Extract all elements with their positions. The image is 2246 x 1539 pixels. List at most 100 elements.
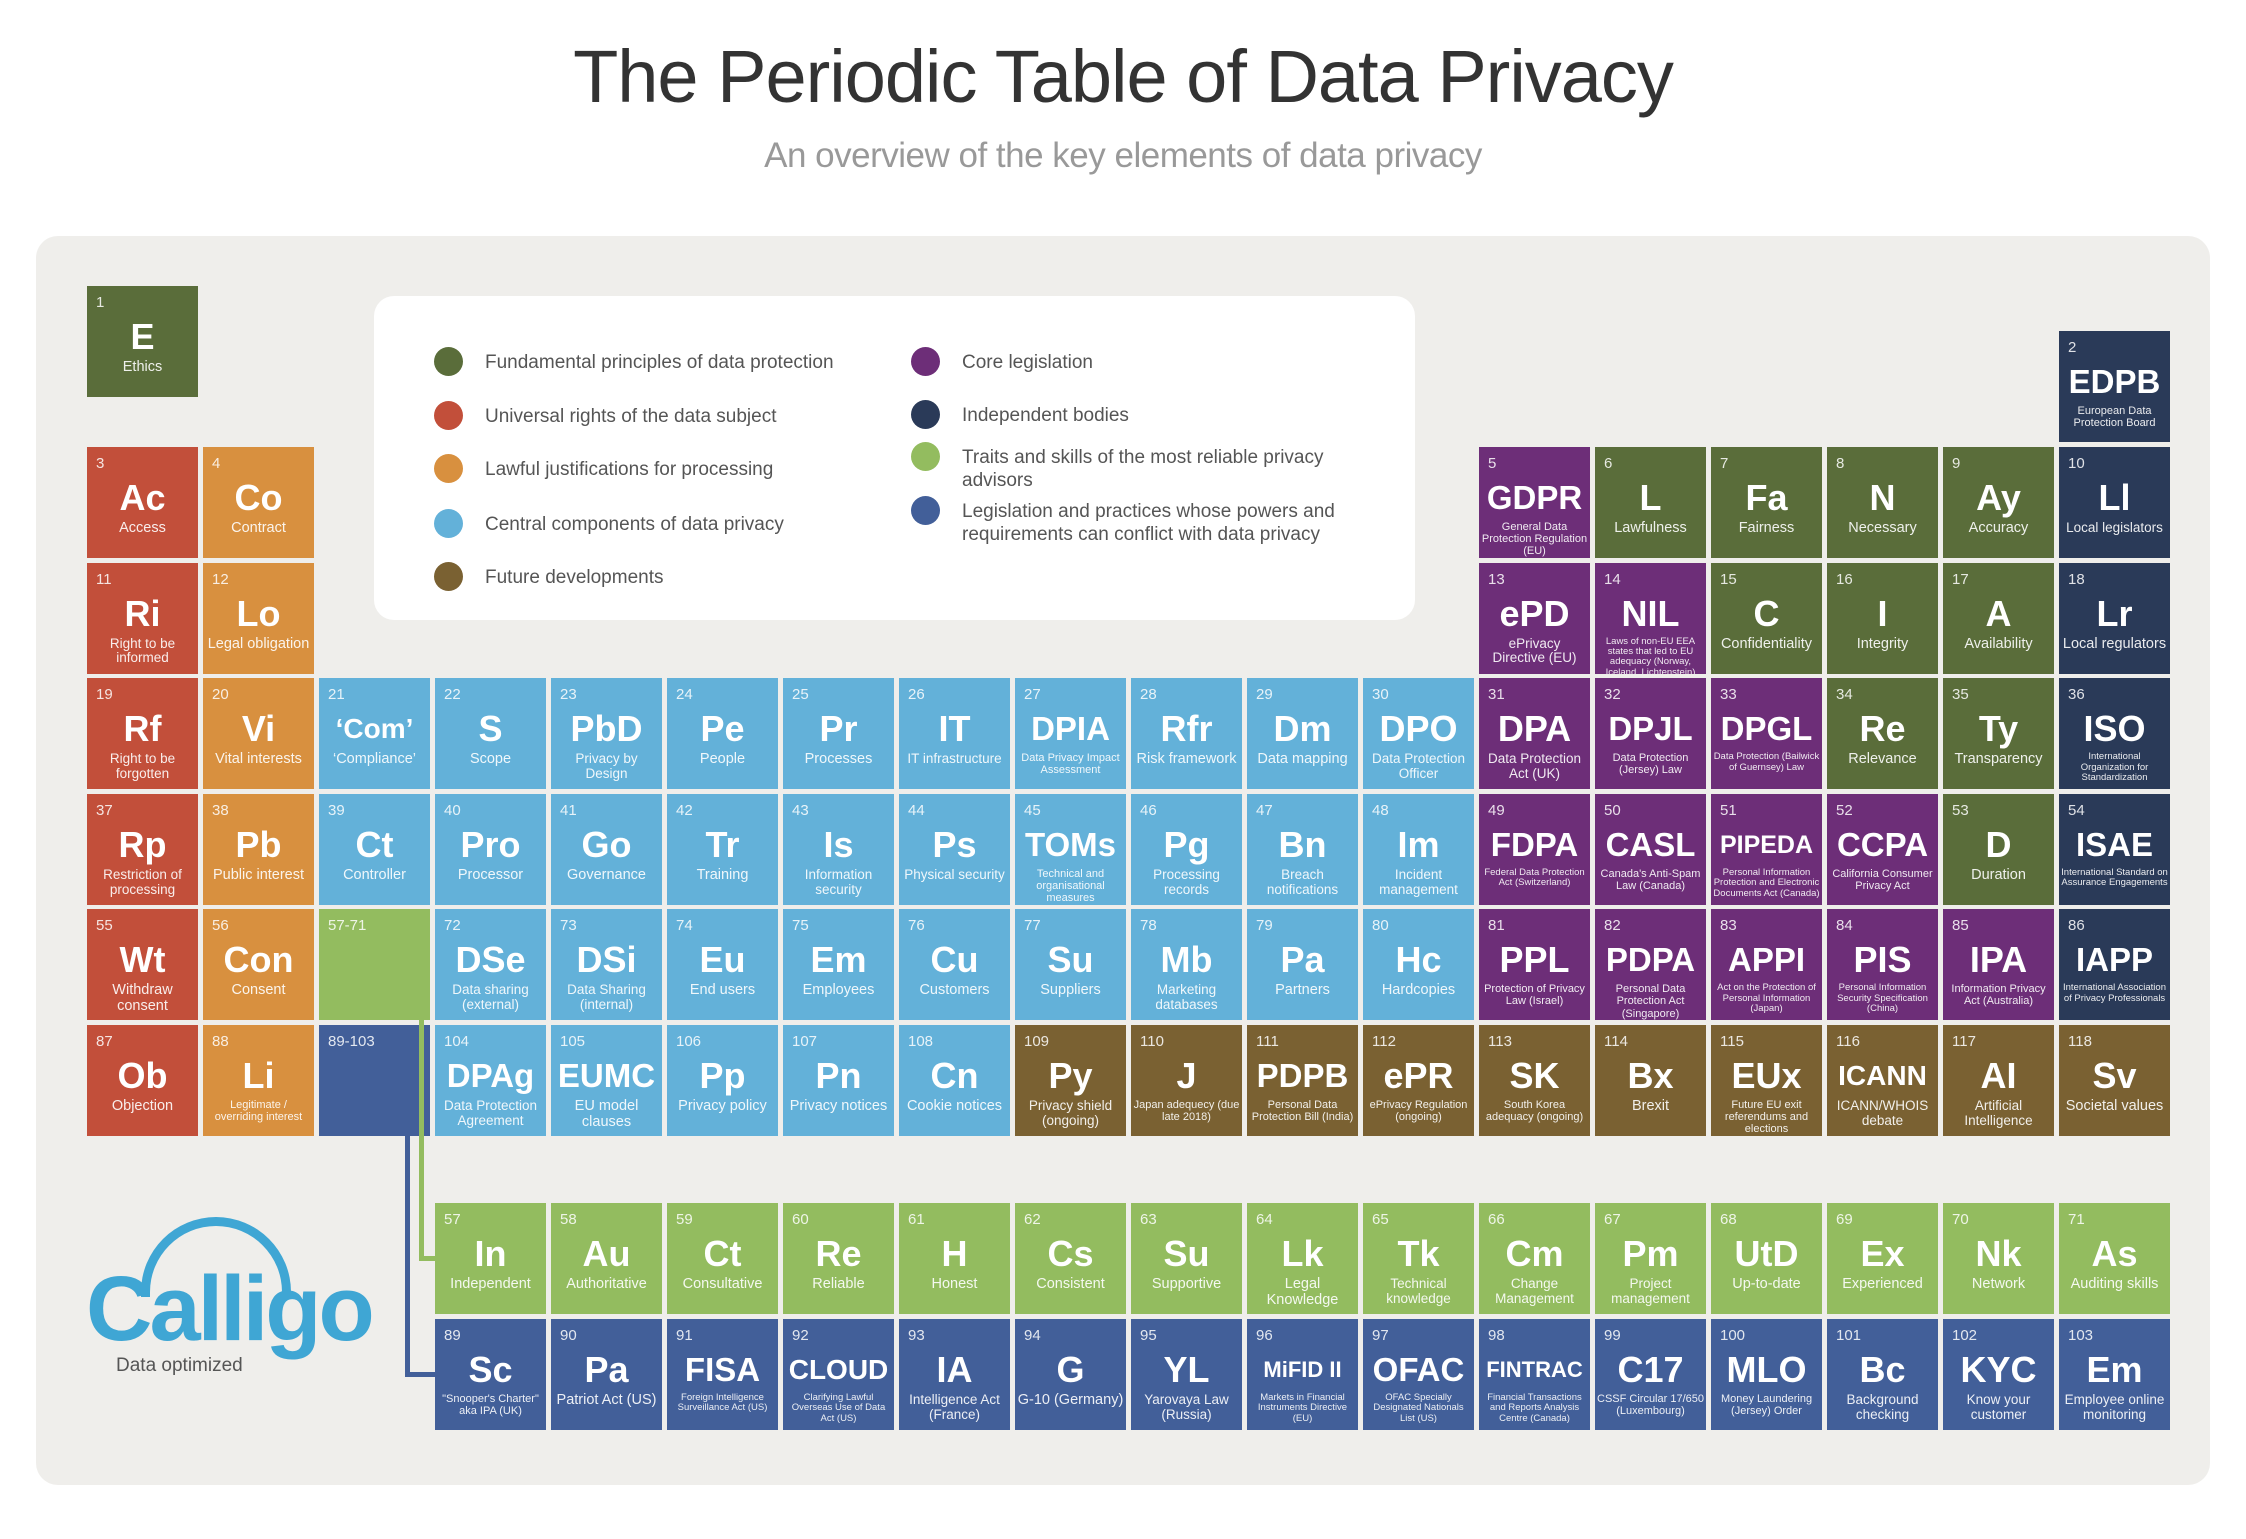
element-66[interactable]: 66 Cm Change Management	[1479, 1203, 1590, 1314]
element-16[interactable]: 16 I Integrity	[1827, 562, 1938, 674]
element-45[interactable]: 45 TOMs Technical and organisational measu…	[1015, 793, 1126, 905]
element-69[interactable]: 69 Ex Experienced	[1827, 1203, 1938, 1314]
element-71[interactable]: 71 As Auditing skills	[2059, 1203, 2170, 1314]
element-35[interactable]: 35 Ty Transparency	[1943, 678, 2054, 790]
element-2[interactable]: 2 EDPB European Data Protection Board	[2059, 331, 2170, 442]
element-65[interactable]: 65 Tk Technical knowledge	[1363, 1203, 1474, 1314]
element-46[interactable]: 46 Pg Processing records	[1131, 793, 1242, 905]
element-113[interactable]: 113 SK South Korea adequacy (ongoing)	[1479, 1025, 1590, 1136]
element-91[interactable]: 91 FISA Foreign Intelligence Surveillance …	[667, 1319, 778, 1430]
element-90[interactable]: 90 Pa Patriot Act (US)	[551, 1319, 662, 1430]
element-105[interactable]: 105 EUMC EU model clauses	[551, 1025, 662, 1136]
element-106[interactable]: 106 Pp Privacy policy	[667, 1025, 778, 1136]
element-17[interactable]: 17 A Availability	[1943, 562, 2054, 674]
element-117[interactable]: 117 AI Artificial Intelligence	[1943, 1025, 2054, 1136]
element-109[interactable]: 109 Py Privacy shield (ongoing)	[1015, 1025, 1126, 1136]
element-102[interactable]: 102 KYC Know your customer	[1943, 1319, 2054, 1430]
element-82[interactable]: 82 PDPA Personal Data Protection Act (Sing…	[1595, 909, 1706, 1021]
element-64[interactable]: 64 Lk Legal Knowledge	[1247, 1203, 1358, 1314]
element-50[interactable]: 50 CASL Canada's Anti-Spam Law (Canada)	[1595, 793, 1706, 905]
element-73[interactable]: 73 DSi Data Sharing (internal)	[551, 909, 662, 1021]
element-56[interactable]: 56 Con Consent	[203, 909, 314, 1021]
element-20[interactable]: 20 Vi Vital interests	[203, 678, 314, 790]
element-92[interactable]: 92 CLOUD Clarifying Lawful Overseas Use of…	[783, 1319, 894, 1430]
element-80[interactable]: 80 Hc Hardcopies	[1363, 909, 1474, 1021]
element-48[interactable]: 48 Im Incident management	[1363, 793, 1474, 905]
element-6[interactable]: 6 L Lawfulness	[1595, 447, 1706, 558]
element-47[interactable]: 47 Bn Breach notifications	[1247, 793, 1358, 905]
element-21[interactable]: 21 ‘Com’ ‘Compliance’	[319, 678, 430, 790]
element-60[interactable]: 60 Re Reliable	[783, 1203, 894, 1314]
element-33[interactable]: 33 DPGL Data Protection (Bailwick of Guern…	[1711, 678, 1822, 790]
element-55[interactable]: 55 Wt Withdraw consent	[87, 909, 198, 1021]
element-8[interactable]: 8 N Necessary	[1827, 447, 1938, 558]
element-116[interactable]: 116 ICANN ICANN/WHOIS debate	[1827, 1025, 1938, 1136]
element-28[interactable]: 28 Rfr Risk framework	[1131, 678, 1242, 790]
element-59[interactable]: 59 Ct Consultative	[667, 1203, 778, 1314]
element-89[interactable]: 89 Sc "Snooper's Charter" aka IPA (UK)	[435, 1319, 546, 1430]
element-3[interactable]: 3 Ac Access	[87, 447, 198, 558]
element-85[interactable]: 85 IPA Information Privacy Act (Australia)	[1943, 909, 2054, 1021]
element-31[interactable]: 31 DPA Data Protection Act (UK)	[1479, 678, 1590, 790]
element-36[interactable]: 36 ISO International Organization for Stan…	[2059, 678, 2170, 790]
element-34[interactable]: 34 Re Relevance	[1827, 678, 1938, 790]
element-78[interactable]: 78 Mb Marketing databases	[1131, 909, 1242, 1021]
element-29[interactable]: 29 Dm Data mapping	[1247, 678, 1358, 790]
element-81[interactable]: 81 PPL Protection of Privacy Law (Israel)	[1479, 909, 1590, 1021]
element-9[interactable]: 9 Ay Accuracy	[1943, 447, 2054, 558]
element-5[interactable]: 5 GDPR General Data Protection Regulation …	[1479, 447, 1590, 558]
element-111[interactable]: 111 PDPB Personal Data Protection Bill (In…	[1247, 1025, 1358, 1136]
element-27[interactable]: 27 DPIA Data Privacy Impact Assessment	[1015, 678, 1126, 790]
element-51[interactable]: 51 PIPEDA Personal Information Protection …	[1711, 793, 1822, 905]
element-84[interactable]: 84 PIS Personal Information Security Speci…	[1827, 909, 1938, 1021]
element-108[interactable]: 108 Cn Cookie notices	[899, 1025, 1010, 1136]
element-44[interactable]: 44 Ps Physical security	[899, 793, 1010, 905]
element-88[interactable]: 88 Li Legitimate / overriding interest	[203, 1025, 314, 1136]
element-70[interactable]: 70 Nk Network	[1943, 1203, 2054, 1314]
element-75[interactable]: 75 Em Employees	[783, 909, 894, 1021]
element-52[interactable]: 52 CCPA California Consumer Privacy Act	[1827, 793, 1938, 905]
element-43[interactable]: 43 Is Information security	[783, 793, 894, 905]
element-37[interactable]: 37 Rp Restriction of processing	[87, 793, 198, 905]
element-40[interactable]: 40 Pro Processor	[435, 793, 546, 905]
element-54[interactable]: 54 ISAE International Standard on Assuranc…	[2059, 793, 2170, 905]
element-110[interactable]: 110 J Japan adequecy (due late 2018)	[1131, 1025, 1242, 1136]
element-11[interactable]: 11 Ri Right to be informed	[87, 562, 198, 674]
element-100[interactable]: 100 MLO Money Laundering (Jersey) Order	[1711, 1319, 1822, 1430]
element-98[interactable]: 98 FINTRAC Financial Transactions and Repo…	[1479, 1319, 1590, 1430]
element-83[interactable]: 83 APPI Act on the Protection of Personal …	[1711, 909, 1822, 1021]
element-53[interactable]: 53 D Duration	[1943, 793, 2054, 905]
element-10[interactable]: 10 Ll Local legislators	[2059, 447, 2170, 558]
element-101[interactable]: 101 Bc Background checking	[1827, 1319, 1938, 1430]
element-79[interactable]: 79 Pa Partners	[1247, 909, 1358, 1021]
element-114[interactable]: 114 Bx Brexit	[1595, 1025, 1706, 1136]
element-76[interactable]: 76 Cu Customers	[899, 909, 1010, 1021]
element-24[interactable]: 24 Pe People	[667, 678, 778, 790]
element-26[interactable]: 26 IT IT infrastructure	[899, 678, 1010, 790]
element-14[interactable]: 14 NIL Laws of non-EU EEA states that led …	[1595, 562, 1706, 674]
element-86[interactable]: 86 IAPP International Association of Priva…	[2059, 909, 2170, 1021]
element-77[interactable]: 77 Su Suppliers	[1015, 909, 1126, 1021]
element-68[interactable]: 68 UtD Up-to-date	[1711, 1203, 1822, 1314]
element-61[interactable]: 61 H Honest	[899, 1203, 1010, 1314]
element-7[interactable]: 7 Fa Fairness	[1711, 447, 1822, 558]
element-22[interactable]: 22 S Scope	[435, 678, 546, 790]
element-19[interactable]: 19 Rf Right to be forgotten	[87, 678, 198, 790]
element-39[interactable]: 39 Ct Controller	[319, 793, 430, 905]
element-25[interactable]: 25 Pr Processes	[783, 678, 894, 790]
element-15[interactable]: 15 C Confidentiality	[1711, 562, 1822, 674]
element-118[interactable]: 118 Sv Societal values	[2059, 1025, 2170, 1136]
element-23[interactable]: 23 PbD Privacy by Design	[551, 678, 662, 790]
element-94[interactable]: 94 G G-10 (Germany)	[1015, 1319, 1126, 1430]
element-107[interactable]: 107 Pn Privacy notices	[783, 1025, 894, 1136]
element-18[interactable]: 18 Lr Local regulators	[2059, 562, 2170, 674]
element-30[interactable]: 30 DPO Data Protection Officer	[1363, 678, 1474, 790]
element-96[interactable]: 96 MiFID II Markets in Financial Instrumen…	[1247, 1319, 1358, 1430]
element-115[interactable]: 115 EUx Future EU exit referendums and ele…	[1711, 1025, 1822, 1136]
element-112[interactable]: 112 ePR ePrivacy Regulation (ongoing)	[1363, 1025, 1474, 1136]
element-13[interactable]: 13 ePD ePrivacy Directive (EU)	[1479, 562, 1590, 674]
element-67[interactable]: 67 Pm Project management	[1595, 1203, 1706, 1314]
element-12[interactable]: 12 Lo Legal obligation	[203, 562, 314, 674]
element-63[interactable]: 63 Su Supportive	[1131, 1203, 1242, 1314]
element-41[interactable]: 41 Go Governance	[551, 793, 662, 905]
